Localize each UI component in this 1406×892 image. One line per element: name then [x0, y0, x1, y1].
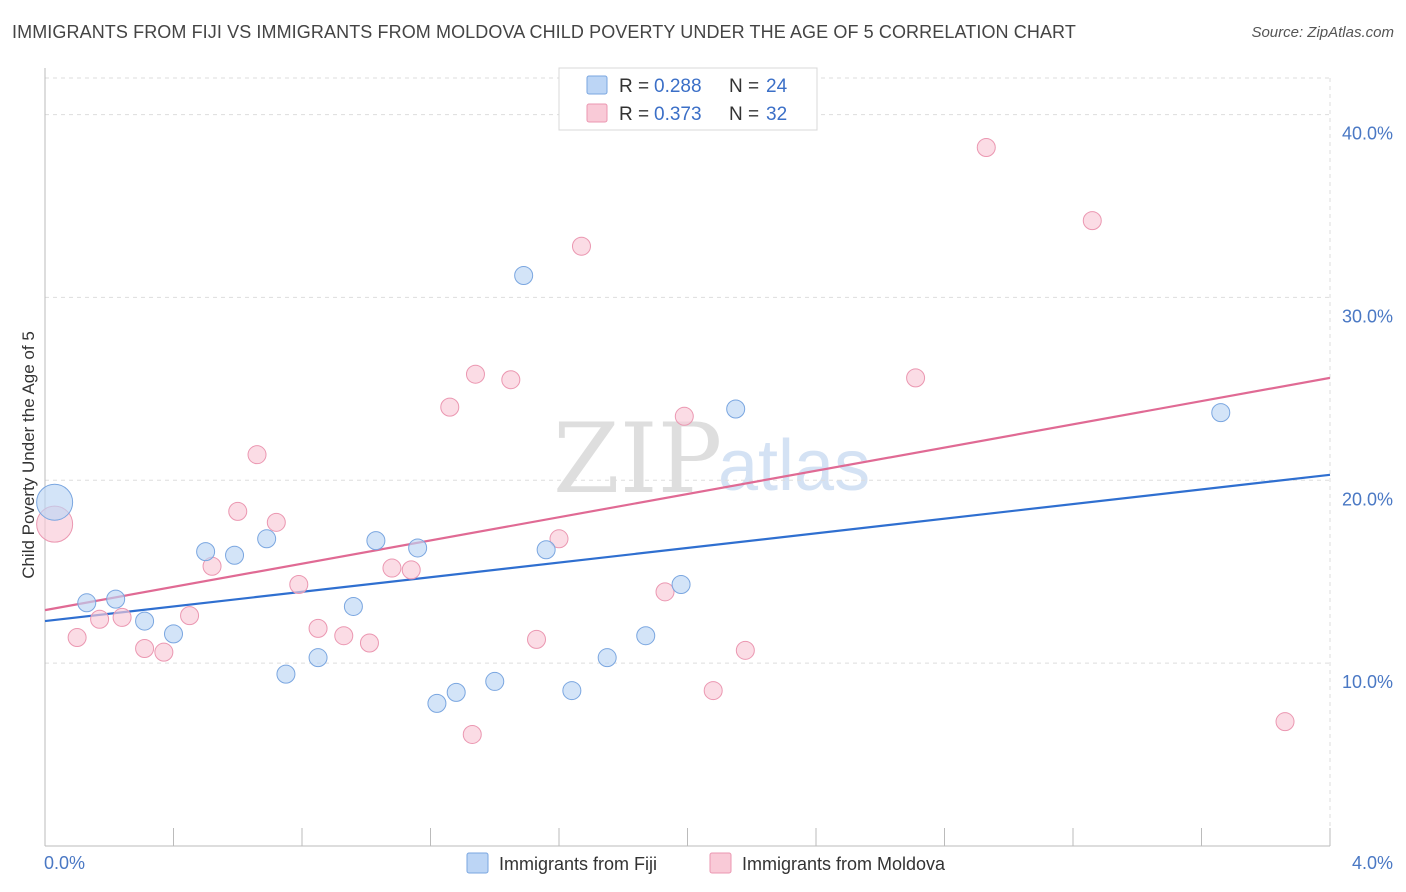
source-label: Source: ZipAtlas.com [1251, 24, 1394, 41]
point-moldova [655, 582, 675, 602]
point-fiji [671, 575, 691, 595]
point-fiji [308, 648, 328, 668]
point-fiji [276, 664, 296, 684]
legend-n-value-fiji: 24 [766, 76, 788, 97]
point-fiji [36, 483, 74, 521]
point-moldova [334, 626, 354, 646]
point-moldova [440, 397, 460, 417]
point-moldova [1275, 712, 1295, 732]
point-fiji [1211, 403, 1231, 423]
point-fiji [408, 538, 428, 558]
legend-n-label-fiji: N = [729, 76, 759, 97]
trend-lines [44, 376, 1331, 623]
point-fiji [562, 681, 582, 701]
legend-n-value-moldova: 32 [766, 104, 787, 125]
series-legend-swatch-fiji [466, 852, 489, 874]
point-moldova [735, 640, 755, 660]
point-fiji [514, 265, 534, 285]
point-moldova [67, 628, 87, 648]
point-moldova [465, 364, 485, 384]
point-moldova [527, 629, 547, 649]
series-legend-swatch-moldova [709, 852, 732, 874]
point-fiji [636, 626, 656, 646]
point-fiji [106, 589, 126, 609]
point-moldova [382, 558, 402, 578]
y-axis-label: Child Poverty Under the Age of 5 [19, 331, 38, 579]
point-fiji [257, 529, 277, 549]
point-moldova [401, 560, 421, 580]
point-fiji [343, 596, 363, 616]
point-fiji [726, 399, 746, 419]
y-tick-label: 10.0% [1342, 672, 1393, 692]
data-points [36, 137, 1295, 744]
stats-legend: R = 0.288 N = 24 R = 0.373 N = 32 [558, 67, 818, 131]
point-moldova [308, 618, 328, 638]
point-fiji [536, 540, 556, 560]
series-legend-label-fiji: Immigrants from Fiji [499, 854, 657, 874]
y-tick-label: 30.0% [1342, 306, 1393, 326]
point-fiji [485, 671, 505, 691]
series-legend: Immigrants from Fiji Immigrants from Mol… [466, 852, 946, 874]
point-moldova [90, 609, 110, 629]
legend-n-label-moldova: N = [729, 104, 759, 125]
point-fiji [446, 682, 466, 702]
y-tick-label: 20.0% [1342, 489, 1393, 509]
legend-swatch-moldova [586, 103, 608, 123]
legend-r-value-moldova: 0.373 [654, 104, 702, 125]
point-fiji [427, 693, 447, 713]
legend-swatch-fiji [586, 75, 608, 95]
point-moldova [359, 633, 379, 653]
point-moldova [906, 368, 926, 388]
watermark-zip: ZIP [553, 403, 722, 515]
point-fiji [196, 542, 216, 562]
point-moldova [247, 445, 267, 465]
point-moldova [703, 681, 723, 701]
point-fiji [135, 611, 155, 631]
tick-labels: 10.0% 20.0% 30.0% 40.0% 0.0% 4.0% [44, 124, 1393, 873]
point-fiji [597, 648, 617, 668]
point-moldova [266, 512, 286, 532]
point-moldova [549, 529, 569, 549]
trend-line-moldova [44, 376, 1331, 612]
series-legend-label-moldova: Immigrants from Moldova [742, 854, 946, 874]
point-moldova [180, 606, 200, 626]
point-moldova [976, 137, 996, 157]
point-moldova [571, 236, 591, 256]
point-moldova [462, 724, 482, 744]
watermark: ZIP atlas [553, 403, 870, 515]
point-fiji [164, 624, 183, 644]
point-moldova [228, 501, 248, 521]
trend-line-fiji [44, 473, 1331, 623]
point-moldova [674, 406, 694, 426]
legend-r-value-fiji: 0.288 [654, 76, 702, 97]
chart-title: IMMIGRANTS FROM FIJI VS IMMIGRANTS FROM … [12, 22, 1076, 42]
point-fiji [77, 593, 97, 613]
point-moldova [501, 370, 521, 390]
point-fiji [225, 545, 245, 565]
x-tick-label-min: 0.0% [44, 853, 85, 873]
point-moldova [154, 642, 174, 662]
point-moldova [135, 639, 155, 659]
y-tick-label: 40.0% [1342, 124, 1393, 144]
point-moldova [289, 575, 309, 595]
point-moldova [1082, 211, 1102, 231]
axes [44, 68, 1331, 847]
legend-r-label-moldova: R = [619, 104, 649, 125]
legend-r-label-fiji: R = [619, 76, 649, 97]
x-tick-label-max: 4.0% [1352, 853, 1393, 873]
point-moldova [112, 607, 132, 627]
point-fiji [366, 531, 386, 551]
